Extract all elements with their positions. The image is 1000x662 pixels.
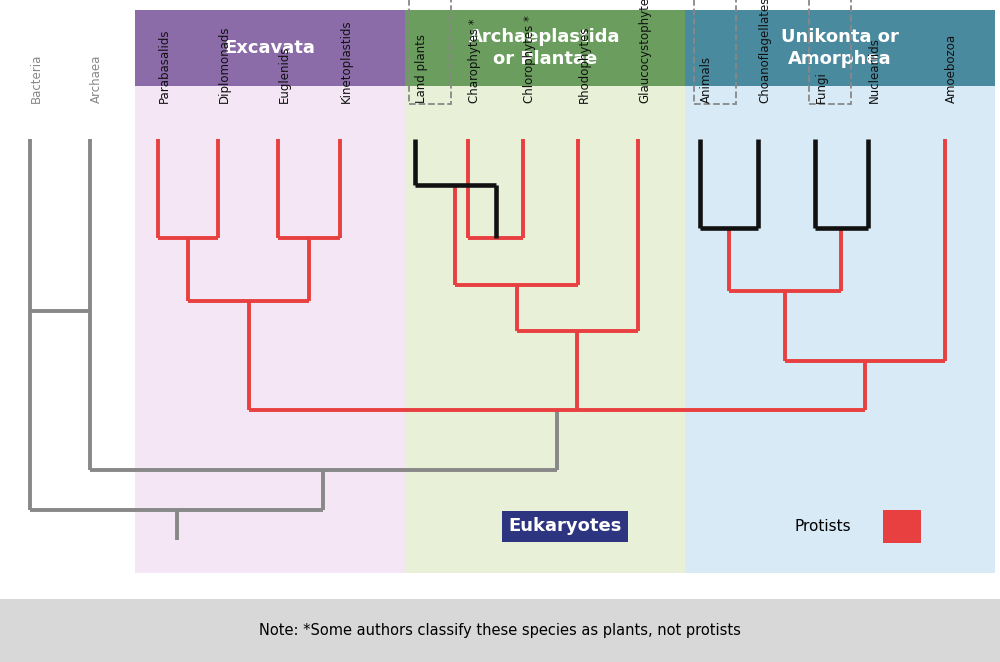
- Text: Animals: Animals: [700, 56, 713, 103]
- Text: Protists: Protists: [795, 519, 852, 534]
- Bar: [0, 599, 1000, 662]
- Text: Diplomonads: Diplomonads: [218, 25, 231, 103]
- Text: Euglenids: Euglenids: [278, 45, 291, 103]
- Text: Archaea: Archaea: [90, 54, 103, 103]
- Text: Kinetoplastids: Kinetoplastids: [340, 19, 353, 103]
- Bar: [685, 86, 995, 573]
- Bar: [405, 86, 685, 573]
- Text: Choanoflagellates: Choanoflagellates: [758, 0, 771, 103]
- Text: Excavata: Excavata: [225, 39, 315, 57]
- Text: Rhodophytes: Rhodophytes: [578, 25, 591, 103]
- Text: Land plants: Land plants: [415, 34, 428, 103]
- Bar: [135, 86, 405, 573]
- Text: Fungi: Fungi: [815, 71, 828, 103]
- Text: Amoebozoa: Amoebozoa: [945, 34, 958, 103]
- Bar: [405, 10, 685, 86]
- Text: Charophytes *: Charophytes *: [468, 18, 481, 103]
- Text: Unikonta or
Amorphea: Unikonta or Amorphea: [781, 28, 899, 68]
- Bar: [685, 10, 995, 86]
- Text: Eukaryotes: Eukaryotes: [508, 517, 622, 536]
- Text: Nucleariids: Nucleariids: [868, 36, 881, 103]
- Text: Parabasalids: Parabasalids: [158, 28, 171, 103]
- Bar: [883, 510, 921, 543]
- Text: Bacteria: Bacteria: [30, 53, 43, 103]
- Bar: [135, 10, 405, 86]
- Text: Chlorophytes *: Chlorophytes *: [523, 15, 536, 103]
- Text: Note: *Some authors classify these species as plants, not protists: Note: *Some authors classify these speci…: [259, 623, 741, 638]
- Text: Archaeplastida
or Plantae: Archaeplastida or Plantae: [469, 28, 621, 68]
- Text: Glaucocystophytes: Glaucocystophytes: [638, 0, 651, 103]
